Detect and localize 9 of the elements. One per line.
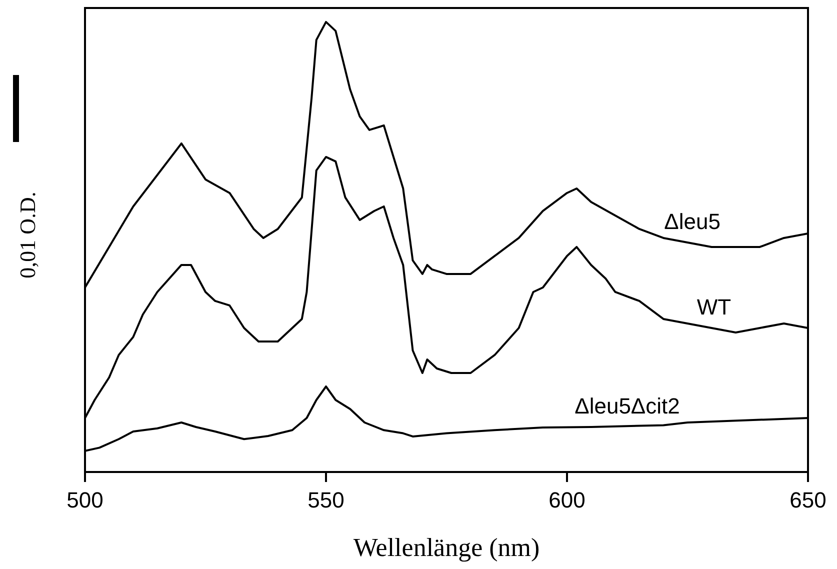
series-label: WT: [696, 294, 732, 320]
x-axis-title: Wellenlänge (nm): [353, 533, 540, 562]
x-tick-label: 550: [308, 487, 344, 512]
y-axis-title: 0,01 O.D.: [15, 192, 41, 278]
series-label: Δleu5Δcit2: [574, 394, 680, 419]
series-label: Δleu5: [664, 209, 720, 234]
x-tick-label: 650: [790, 487, 826, 512]
x-tick-label: 500: [66, 487, 104, 512]
x-tick-label: 600: [548, 487, 586, 512]
